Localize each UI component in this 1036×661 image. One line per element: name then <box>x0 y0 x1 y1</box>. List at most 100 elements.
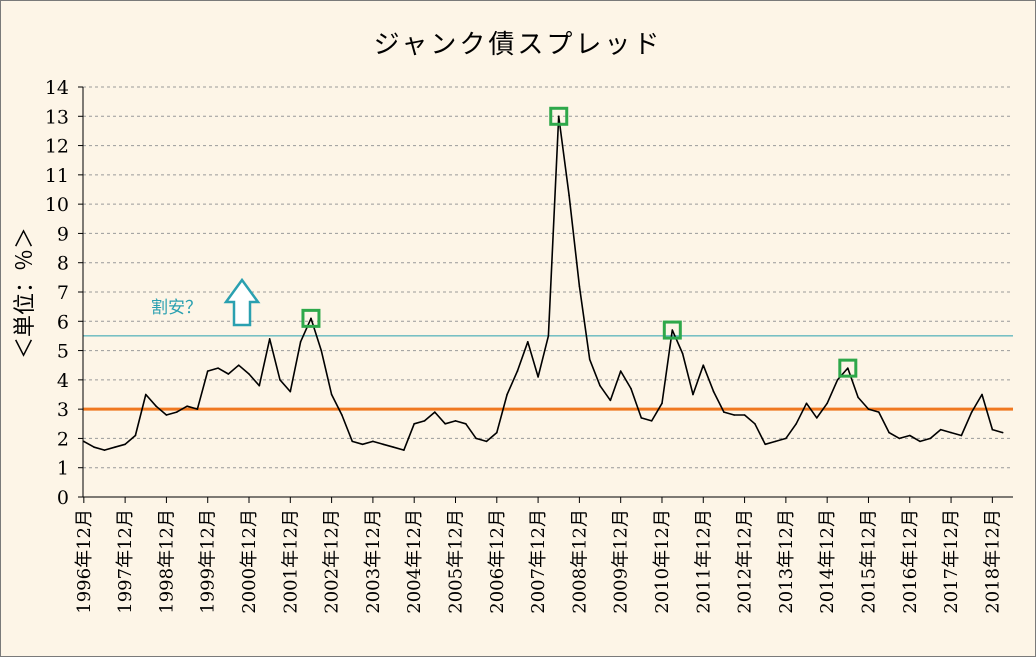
data-point <box>93 446 95 449</box>
y-tick-label: 14 <box>45 77 69 99</box>
x-tick-label: 2000年12月 <box>239 509 260 614</box>
data-point <box>764 443 767 446</box>
y-tick-label: 3 <box>57 399 69 421</box>
data-point <box>599 384 601 387</box>
data-point <box>898 437 901 440</box>
x-tick-label: 1998年12月 <box>156 509 177 614</box>
data-point <box>950 431 952 434</box>
y-tick-label: 7 <box>57 282 69 304</box>
peak-marker <box>549 106 569 126</box>
data-point <box>919 440 921 443</box>
data-point <box>175 411 178 413</box>
data-point <box>578 285 581 287</box>
data-point <box>454 420 457 422</box>
data-point <box>248 373 250 375</box>
data-point <box>320 349 323 352</box>
data-point <box>144 393 147 396</box>
data-point <box>960 434 963 437</box>
y-tick-label: 0 <box>57 487 69 509</box>
up-arrow-icon <box>223 277 261 327</box>
data-point <box>103 449 106 451</box>
data-point <box>671 329 674 331</box>
peak-marker <box>662 320 682 340</box>
y-tick-label: 2 <box>57 428 69 450</box>
y-tick-label: 10 <box>45 194 69 216</box>
series-line <box>83 115 1003 451</box>
x-tick-label: 2002年12月 <box>322 509 343 614</box>
y-tick-label: 1 <box>57 458 69 480</box>
data-point <box>506 393 508 396</box>
data-point <box>361 443 364 446</box>
data-point <box>888 431 890 434</box>
data-point <box>444 422 446 425</box>
data-point <box>908 434 911 437</box>
x-tick-label: 2016年12月 <box>900 509 921 614</box>
data-point <box>83 440 85 443</box>
data-point <box>299 340 302 343</box>
data-point <box>805 402 808 405</box>
data-point <box>630 387 632 390</box>
y-axis-label: ＜単位：％＞ <box>13 227 38 359</box>
data-point <box>640 417 643 419</box>
data-point <box>712 390 715 393</box>
data-point <box>650 420 653 422</box>
series-layer <box>83 115 1004 451</box>
data-point <box>991 428 994 431</box>
data-point <box>816 417 818 419</box>
grid-lines <box>83 86 1013 469</box>
data-point <box>196 408 199 410</box>
data-point <box>785 437 787 440</box>
data-point <box>495 431 498 434</box>
y-tick-label: 9 <box>57 223 69 245</box>
y-tick-label: 5 <box>57 341 69 363</box>
x-tick-label: 2003年12月 <box>363 509 384 614</box>
x-tick-label: 1997年12月 <box>115 509 136 614</box>
data-point <box>867 408 870 410</box>
annotations: 割安？ <box>151 277 261 327</box>
data-point <box>537 376 539 378</box>
data-point <box>754 422 756 425</box>
data-point <box>847 367 849 369</box>
data-point <box>836 379 839 381</box>
data-point <box>279 379 281 381</box>
y-tick-label: 11 <box>45 165 69 187</box>
data-point <box>568 194 570 197</box>
y-tick-label: 12 <box>45 136 69 158</box>
data-point <box>795 422 797 425</box>
data-point <box>609 399 612 402</box>
data-point <box>981 393 983 396</box>
data-point <box>970 411 973 413</box>
chart-title: ジャンク債スプレッド <box>374 30 663 60</box>
data-point <box>289 390 292 393</box>
y-tick-label: 13 <box>45 106 69 128</box>
data-point <box>547 335 550 337</box>
data-point <box>227 373 230 375</box>
data-point <box>774 440 777 443</box>
x-tick-label: 2015年12月 <box>858 509 879 614</box>
data-point <box>186 405 188 408</box>
data-point <box>206 370 209 372</box>
peak-marker <box>301 308 321 328</box>
data-point <box>155 405 157 408</box>
x-tick-label: 2009年12月 <box>611 509 632 614</box>
x-tick-label: 2017年12月 <box>941 509 962 614</box>
data-point <box>681 352 684 355</box>
annotation-text: 割安？ <box>151 298 202 318</box>
x-tick-label: 2006年12月 <box>487 509 508 614</box>
x-tick-label: 2018年12月 <box>982 509 1003 614</box>
x-tick-label: 2001年12月 <box>280 509 301 614</box>
data-point <box>413 422 415 425</box>
data-point <box>692 393 694 396</box>
data-point <box>702 364 705 367</box>
axes <box>78 86 1013 503</box>
data-point <box>124 443 126 446</box>
x-tick-label: 2014年12月 <box>817 509 838 614</box>
data-point <box>733 414 736 416</box>
data-point <box>310 317 312 320</box>
data-point <box>619 370 622 372</box>
data-point <box>929 437 932 440</box>
x-tick-label: 2005年12月 <box>445 509 466 614</box>
data-point <box>341 414 343 416</box>
x-tick-label: 1996年12月 <box>74 509 95 614</box>
